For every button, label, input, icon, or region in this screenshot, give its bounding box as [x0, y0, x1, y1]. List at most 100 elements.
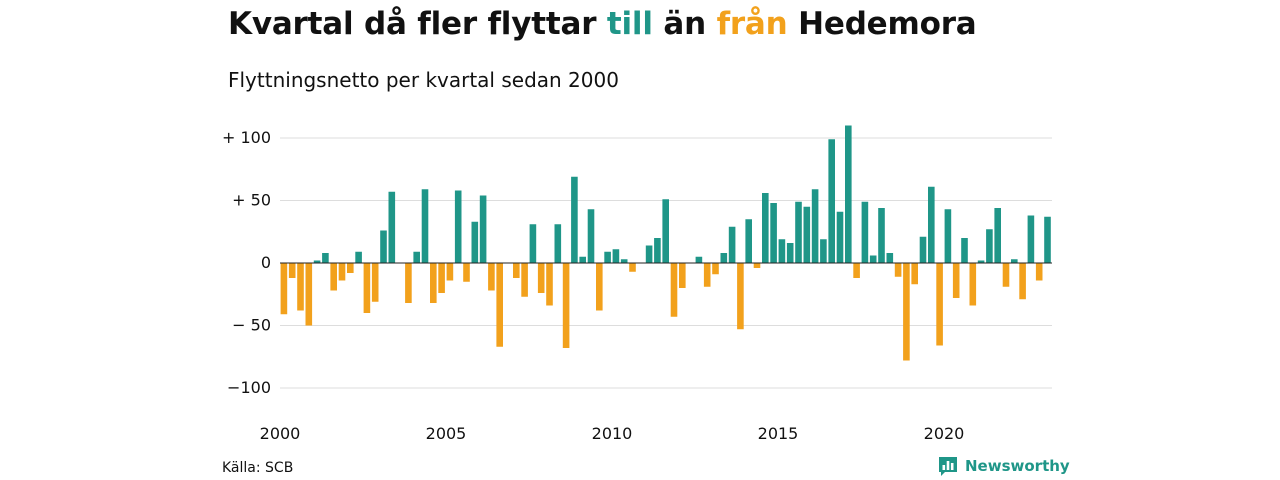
bar: [861, 201, 869, 263]
x-tick-label: 2010: [592, 424, 633, 443]
bar: [496, 263, 503, 347]
bar: [479, 195, 487, 263]
bar: [994, 208, 1001, 263]
bar: [604, 251, 611, 263]
bar: [454, 190, 462, 263]
bar: [1002, 263, 1010, 287]
bar: [928, 186, 935, 263]
bar: [488, 263, 495, 291]
bar: [778, 239, 786, 263]
bar: [737, 263, 744, 330]
bar: [770, 203, 777, 263]
bar: [911, 263, 918, 285]
bar: [463, 263, 470, 282]
bar: [820, 239, 827, 263]
y-tick-label: + 50: [232, 191, 271, 210]
bar: [554, 224, 562, 263]
bar: [322, 253, 329, 263]
bar: [944, 209, 952, 263]
x-tick-label: 2000: [260, 424, 301, 443]
bar: [371, 263, 379, 302]
bar: [1044, 216, 1051, 263]
bar: [654, 238, 661, 263]
bar: [388, 191, 396, 263]
bar: [288, 263, 296, 278]
bar: [703, 263, 711, 287]
bar: [513, 263, 520, 278]
bar: [405, 263, 412, 303]
x-axis-labels: 2000 2005 2010 2015 2020: [260, 424, 965, 443]
bar: [1035, 263, 1043, 281]
source-note: Källa: SCB: [222, 460, 294, 476]
bar: [878, 208, 885, 263]
title-fran: från: [716, 6, 788, 42]
newsworthy-logo-icon: [939, 457, 957, 476]
bar: [869, 255, 877, 263]
bar: [629, 263, 636, 272]
bar: [430, 263, 437, 303]
bar: [762, 193, 769, 263]
bar: [961, 238, 968, 263]
bar: [330, 263, 337, 291]
bar: [894, 263, 902, 277]
bar: [977, 260, 985, 263]
y-tick-label: −100: [227, 378, 271, 397]
bar: [521, 263, 528, 297]
chart-subtitle: Flyttningsnetto per kvartal sedan 2000: [228, 68, 619, 92]
y-tick-label: 0: [261, 253, 271, 272]
brand-logo[interactable]: Newsworthy: [937, 455, 1070, 477]
bar: [969, 263, 977, 306]
bar: [280, 263, 288, 315]
bar: [1019, 263, 1026, 300]
title-till: till: [606, 6, 653, 42]
bar: [413, 251, 420, 263]
bar: [845, 125, 852, 263]
bar: [936, 263, 943, 346]
bar: [662, 199, 669, 263]
bar: [571, 176, 578, 263]
bar: [596, 263, 603, 311]
bar: [579, 256, 586, 263]
bar: [745, 219, 752, 263]
bar: [446, 263, 454, 281]
bar: [720, 253, 728, 263]
bar: [546, 263, 553, 306]
chart-title: Kvartal då fler flyttar till än från Hed…: [228, 6, 977, 42]
bar: [587, 209, 595, 263]
bar: [562, 263, 570, 348]
bar: [645, 245, 653, 263]
bar: [471, 221, 479, 263]
bar: [786, 243, 794, 263]
bar: [313, 260, 321, 263]
bar: [305, 263, 313, 326]
bar: [297, 263, 304, 311]
x-tick-label: 2020: [924, 424, 965, 443]
brand-name: Newsworthy: [965, 457, 1070, 475]
bar: [753, 263, 761, 268]
bar: [438, 263, 445, 293]
y-axis-labels: + 100 + 50 0 − 50 −100: [222, 128, 271, 397]
bar: [529, 224, 537, 263]
bar: [421, 189, 429, 263]
bars: [280, 125, 1051, 361]
bar: [363, 263, 371, 313]
bar: [1011, 259, 1018, 263]
bar: [986, 229, 993, 263]
bar: [612, 249, 620, 263]
bar: [380, 230, 387, 263]
bar: [919, 236, 927, 263]
bar: [811, 189, 819, 263]
y-tick-label: + 100: [222, 128, 271, 147]
bar: [803, 206, 811, 263]
bar: [355, 251, 362, 263]
title-mid: än: [652, 6, 717, 42]
bar: [952, 263, 960, 298]
bar: [903, 263, 910, 361]
bar: [620, 259, 628, 263]
bar: [712, 263, 719, 275]
bar: [836, 211, 844, 263]
bar: [338, 263, 346, 281]
bar: [886, 253, 894, 263]
x-tick-label: 2015: [758, 424, 799, 443]
